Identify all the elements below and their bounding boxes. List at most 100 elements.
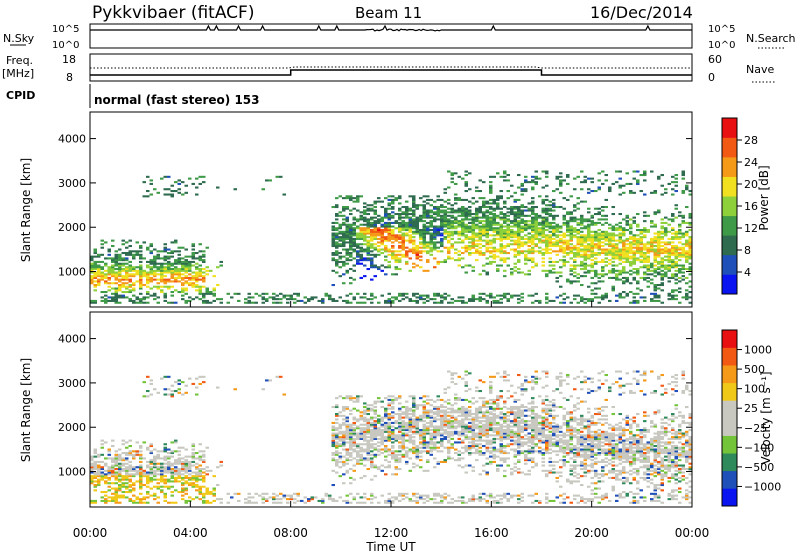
velocity-cell bbox=[139, 499, 143, 502]
power-cell bbox=[622, 296, 626, 299]
power-cell bbox=[587, 207, 591, 210]
power-cell bbox=[569, 195, 573, 198]
power-cell bbox=[517, 252, 521, 255]
power-cell bbox=[457, 230, 461, 233]
velocity-cell bbox=[146, 482, 150, 485]
power-cell bbox=[118, 278, 122, 281]
power-cell bbox=[464, 182, 468, 185]
power-cell bbox=[531, 237, 535, 240]
velocity-cell bbox=[118, 480, 122, 483]
power-cell bbox=[412, 218, 416, 221]
power-cell bbox=[636, 269, 640, 272]
power-cell bbox=[90, 259, 94, 262]
power-cell bbox=[646, 285, 650, 288]
power-cell bbox=[363, 216, 367, 219]
power-cell bbox=[433, 213, 437, 216]
power-cell bbox=[391, 236, 395, 239]
velocity-cell bbox=[335, 460, 339, 463]
power-cell bbox=[142, 241, 146, 244]
velocity-cell bbox=[363, 443, 367, 446]
power-cell bbox=[615, 269, 619, 272]
velocity-cell bbox=[415, 453, 419, 456]
velocity-cell bbox=[125, 457, 129, 460]
power-cell bbox=[177, 271, 181, 274]
power-cell bbox=[139, 255, 143, 258]
velocity-cell bbox=[139, 478, 143, 481]
power-cell bbox=[499, 227, 503, 230]
velocity-cell bbox=[380, 439, 384, 442]
velocity-cell bbox=[202, 468, 206, 471]
velocity-cell bbox=[188, 377, 192, 380]
power-cell bbox=[636, 280, 640, 283]
velocity-cell bbox=[398, 407, 402, 410]
power-cell bbox=[636, 273, 640, 276]
velocity-cell bbox=[380, 437, 384, 440]
velocity-cell bbox=[349, 452, 353, 455]
velocity-cell bbox=[405, 450, 409, 453]
power-cell bbox=[569, 280, 573, 283]
power-cell bbox=[114, 296, 118, 299]
power-cell bbox=[184, 292, 188, 295]
power-cell bbox=[650, 237, 654, 240]
nsky-tick-top: 10^5 bbox=[52, 24, 79, 35]
power-cell bbox=[132, 250, 136, 253]
power-cell bbox=[569, 234, 573, 237]
power-cell bbox=[363, 232, 367, 235]
power-cell bbox=[373, 232, 377, 235]
velocity-cell bbox=[405, 416, 409, 419]
power-cell bbox=[401, 221, 405, 224]
velocity-cell bbox=[198, 492, 202, 495]
power-cell bbox=[622, 230, 626, 233]
power-cell bbox=[534, 218, 538, 221]
velocity-cell bbox=[100, 446, 104, 449]
power-cell bbox=[573, 264, 577, 267]
power-cell bbox=[471, 202, 475, 205]
velocity-cell bbox=[384, 466, 388, 469]
power-cell bbox=[149, 273, 153, 276]
velocity-cell bbox=[356, 434, 360, 437]
power-cell bbox=[114, 257, 118, 260]
power-cell bbox=[93, 266, 97, 269]
power-cell bbox=[100, 299, 104, 302]
power-cell bbox=[531, 241, 535, 244]
velocity-cell bbox=[335, 432, 339, 435]
power-cell bbox=[660, 227, 664, 230]
power-cell bbox=[118, 268, 122, 271]
velocity-cell bbox=[107, 448, 111, 451]
velocity-cell bbox=[422, 404, 426, 407]
power-cell bbox=[104, 280, 108, 283]
power-cell bbox=[664, 216, 668, 219]
velocity-cell bbox=[174, 489, 178, 492]
power-cell bbox=[156, 285, 160, 288]
power-cell bbox=[594, 257, 598, 260]
power-cell bbox=[478, 250, 482, 253]
power-cell bbox=[447, 248, 451, 251]
power-cell bbox=[331, 298, 335, 301]
velocity-cell bbox=[384, 501, 388, 504]
power-cell bbox=[363, 211, 367, 214]
power-cell bbox=[639, 174, 643, 177]
power-cell bbox=[587, 257, 591, 260]
velocity-cell bbox=[398, 402, 402, 405]
power-cell bbox=[674, 255, 678, 258]
power-cell bbox=[482, 206, 486, 209]
velocity-cell bbox=[366, 446, 370, 449]
power-cell bbox=[373, 237, 377, 240]
velocity-cell bbox=[363, 430, 367, 433]
power-cell bbox=[363, 301, 367, 304]
power-cell bbox=[513, 214, 517, 217]
power-cell bbox=[601, 206, 605, 209]
power-cell bbox=[471, 225, 475, 228]
power-cell bbox=[520, 188, 524, 191]
velocity-cell bbox=[415, 406, 419, 409]
power-cell bbox=[667, 252, 671, 255]
power-cell bbox=[394, 268, 398, 271]
power-cell bbox=[590, 282, 594, 285]
power-cell bbox=[678, 268, 682, 271]
velocity-cell bbox=[202, 476, 206, 479]
power-cell bbox=[510, 273, 514, 276]
power-cell bbox=[366, 207, 370, 210]
power-cell bbox=[503, 225, 507, 228]
power-cell bbox=[184, 248, 188, 251]
power-cell bbox=[492, 202, 496, 205]
